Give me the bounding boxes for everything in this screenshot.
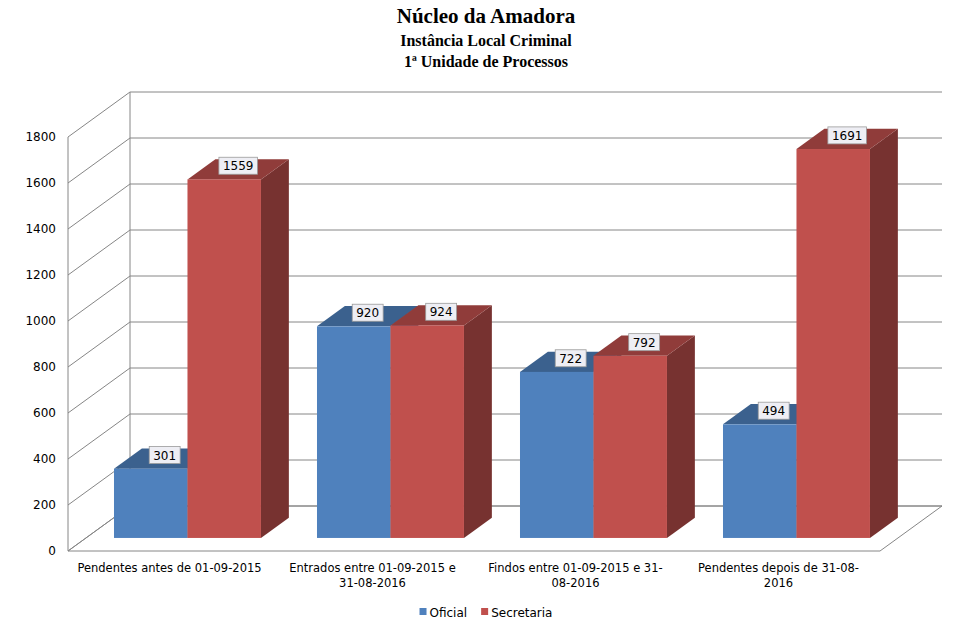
- bar-top: [390, 305, 491, 325]
- bar-side: [261, 159, 289, 538]
- bar-front: [187, 179, 260, 538]
- bar-top: [796, 129, 897, 149]
- bar-front: [317, 326, 390, 538]
- bar-top: [187, 159, 288, 179]
- tick-label: 1200: [25, 268, 56, 282]
- bar-top: [593, 336, 694, 356]
- bar-front: [796, 149, 869, 538]
- y-axis: [68, 137, 69, 551]
- tick-label: 600: [33, 406, 56, 420]
- subtitle: Instância Local Criminal: [400, 32, 572, 49]
- data-label-text: 494: [762, 404, 785, 418]
- category-line: 08-2016: [551, 576, 599, 590]
- legend: Oficial Secretaria: [420, 606, 553, 620]
- bar-side: [667, 336, 695, 538]
- data-label: 924: [426, 303, 457, 320]
- chart: Núcleo da Amadora Instância Local Crimina…: [0, 0, 972, 633]
- bar: [390, 305, 491, 538]
- bars: [114, 129, 898, 538]
- data-label: 722: [555, 350, 586, 367]
- bar-front: [593, 356, 666, 538]
- tick-label: 1000: [25, 314, 56, 328]
- wall-edge: [130, 92, 131, 506]
- data-label-text: 301: [153, 449, 176, 463]
- data-label-text: 722: [559, 352, 582, 366]
- tick-label: 800: [33, 360, 56, 374]
- data-label-box: [352, 304, 383, 321]
- category-line: 2016: [764, 576, 793, 590]
- subtitle: 1ª Unidade de Processos: [404, 53, 568, 70]
- data-label-text: 920: [356, 306, 379, 320]
- data-label: 494: [758, 402, 789, 419]
- tick-label: 0: [48, 544, 56, 558]
- data-label: 1559: [219, 157, 258, 174]
- category-line: Entrados entre 01-09-2015 e: [289, 561, 455, 575]
- category-line: 31-08-2016: [339, 576, 406, 590]
- category-line: Pendentes antes de 01-09-2015: [77, 561, 261, 575]
- category-label: Findos entre 01-09-2015 e 31-08-2016: [488, 561, 662, 590]
- bar: [187, 159, 288, 538]
- data-label-box: [149, 447, 180, 464]
- data-label-box: [828, 127, 867, 144]
- data-label-text: 1559: [223, 159, 254, 173]
- data-label-box: [758, 402, 789, 419]
- data-label: 920: [352, 304, 383, 321]
- bar-front: [723, 424, 796, 538]
- bar-side: [464, 305, 492, 538]
- category-line: Pendentes depois de 31-08-: [698, 561, 859, 575]
- data-label-text: 792: [633, 336, 656, 350]
- data-label-text: 1691: [832, 129, 863, 143]
- data-label-box: [555, 350, 586, 367]
- category-label: Pendentes antes de 01-09-2015: [77, 561, 261, 575]
- legend-label: Oficial: [430, 606, 468, 620]
- data-label-text: 924: [430, 305, 453, 319]
- bar-front: [390, 325, 463, 538]
- data-label-box: [219, 157, 258, 174]
- legend-label: Secretaria: [491, 606, 552, 620]
- legend-swatch: [481, 608, 488, 615]
- category-label: Pendentes depois de 31-08-2016: [698, 561, 859, 590]
- bar-side: [870, 129, 898, 538]
- bar-front: [114, 469, 187, 538]
- grid-line: [68, 92, 942, 137]
- tick-label: 1600: [25, 176, 56, 190]
- tick-label: 200: [33, 498, 56, 512]
- data-labels: 301 1559 920 924 722 792 494 1691: [149, 127, 866, 464]
- category-line: Findos entre 01-09-2015 e 31-: [488, 561, 662, 575]
- data-label-box: [629, 334, 660, 351]
- data-label: 301: [149, 447, 180, 464]
- tick-label: 1800: [25, 130, 56, 144]
- bar: [593, 336, 694, 538]
- tick-label: 1400: [25, 222, 56, 236]
- bar: [796, 129, 897, 538]
- data-label-box: [426, 303, 457, 320]
- category-label: Entrados entre 01-09-2015 e31-08-2016: [289, 561, 455, 590]
- bar-front: [520, 372, 593, 538]
- data-label: 792: [629, 334, 660, 351]
- tick-label: 400: [33, 452, 56, 466]
- legend-swatch: [420, 608, 427, 615]
- data-label: 1691: [828, 127, 867, 144]
- title: Núcleo da Amadora: [397, 4, 576, 28]
